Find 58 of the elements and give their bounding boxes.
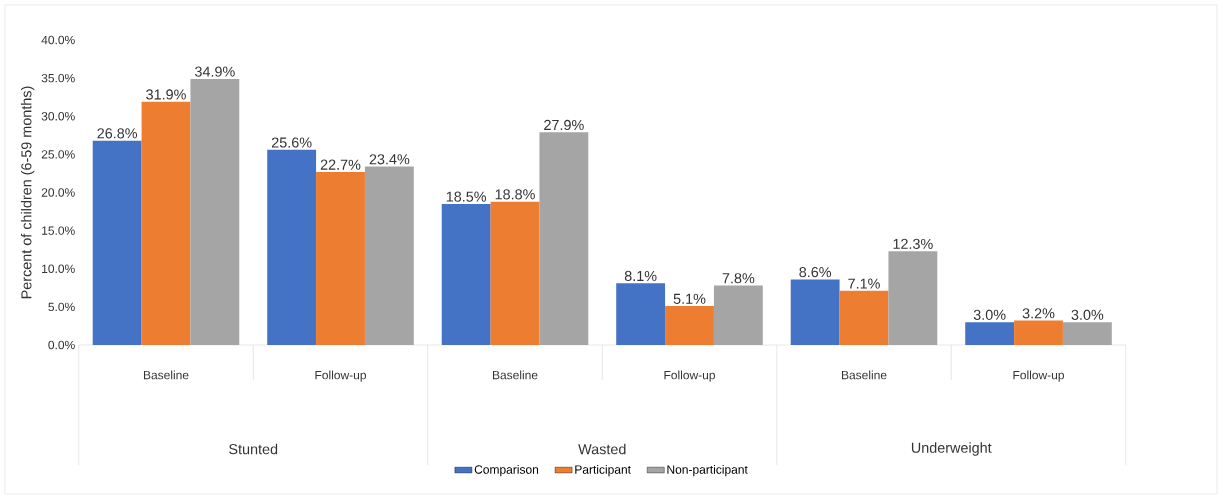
bar	[1014, 320, 1063, 345]
legend-label: Non-participant	[667, 464, 748, 477]
legend-label: Participant	[575, 464, 631, 477]
y-tick-label: 40.0%	[41, 35, 75, 45]
data-label: 3.0%	[1071, 309, 1104, 320]
data-label: 22.7%	[320, 159, 361, 170]
text: Wasted	[578, 443, 626, 455]
data-label: 3.0%	[973, 309, 1006, 320]
y-tick-label: 15.0%	[42, 226, 75, 235]
bar	[92, 140, 142, 345]
bar	[839, 290, 889, 345]
bar	[616, 283, 666, 345]
y-tick-label: 20.0%	[41, 188, 75, 197]
y-tick-label: 25.0%	[41, 150, 75, 159]
y-axis-title: Percent of children (6-59 months)	[20, 86, 35, 299]
bar	[713, 285, 763, 345]
bar	[364, 166, 414, 345]
x-tick-label: Follow-up	[664, 370, 715, 382]
data-label: 18.8%	[495, 189, 535, 200]
bar	[190, 78, 240, 345]
y-tick-label: 0.0%	[48, 340, 75, 350]
data-label: 8.1%	[624, 270, 657, 282]
text: Stunted	[229, 443, 278, 455]
data-label: 5.1%	[673, 293, 706, 304]
bar	[490, 201, 540, 345]
data-label: 23.4%	[369, 154, 410, 165]
data-label: 12.3%	[893, 238, 933, 250]
bar	[888, 251, 938, 345]
data-label: 7.8%	[722, 273, 755, 284]
x-tick-label: Follow-up	[1013, 370, 1064, 382]
legend-label: Comparison	[474, 464, 539, 477]
x-tick-label: Baseline	[492, 370, 538, 380]
bar	[1062, 322, 1112, 345]
bar	[141, 101, 191, 345]
y-tick-label: 5.0%	[48, 302, 75, 312]
y-tick-label: 30.0%	[41, 112, 75, 121]
data-label: 26.8%	[97, 128, 138, 139]
data-label: 8.6%	[799, 267, 832, 278]
y-tick-label: 35.0%	[41, 73, 75, 83]
x-tick-label: Baseline	[143, 370, 189, 380]
bar	[790, 279, 840, 345]
x-tick-label: Baseline	[841, 370, 887, 380]
bar	[441, 203, 491, 345]
bar	[665, 306, 714, 345]
data-label: 27.9%	[544, 119, 584, 131]
data-label: 3.2%	[1022, 308, 1055, 319]
data-label: 34.9%	[195, 66, 235, 77]
data-label: 18.5%	[446, 191, 487, 202]
data-label: 25.6%	[271, 137, 312, 148]
bar	[539, 132, 589, 345]
bar	[267, 149, 317, 345]
y-tick-label: 10.0%	[42, 264, 75, 273]
data-label: 31.9%	[146, 89, 186, 100]
text: Underweight	[911, 442, 992, 456]
data-label: 7.1%	[848, 278, 880, 289]
bar	[965, 322, 1015, 345]
x-tick-label: Follow-up	[315, 370, 366, 382]
bar	[316, 171, 365, 345]
